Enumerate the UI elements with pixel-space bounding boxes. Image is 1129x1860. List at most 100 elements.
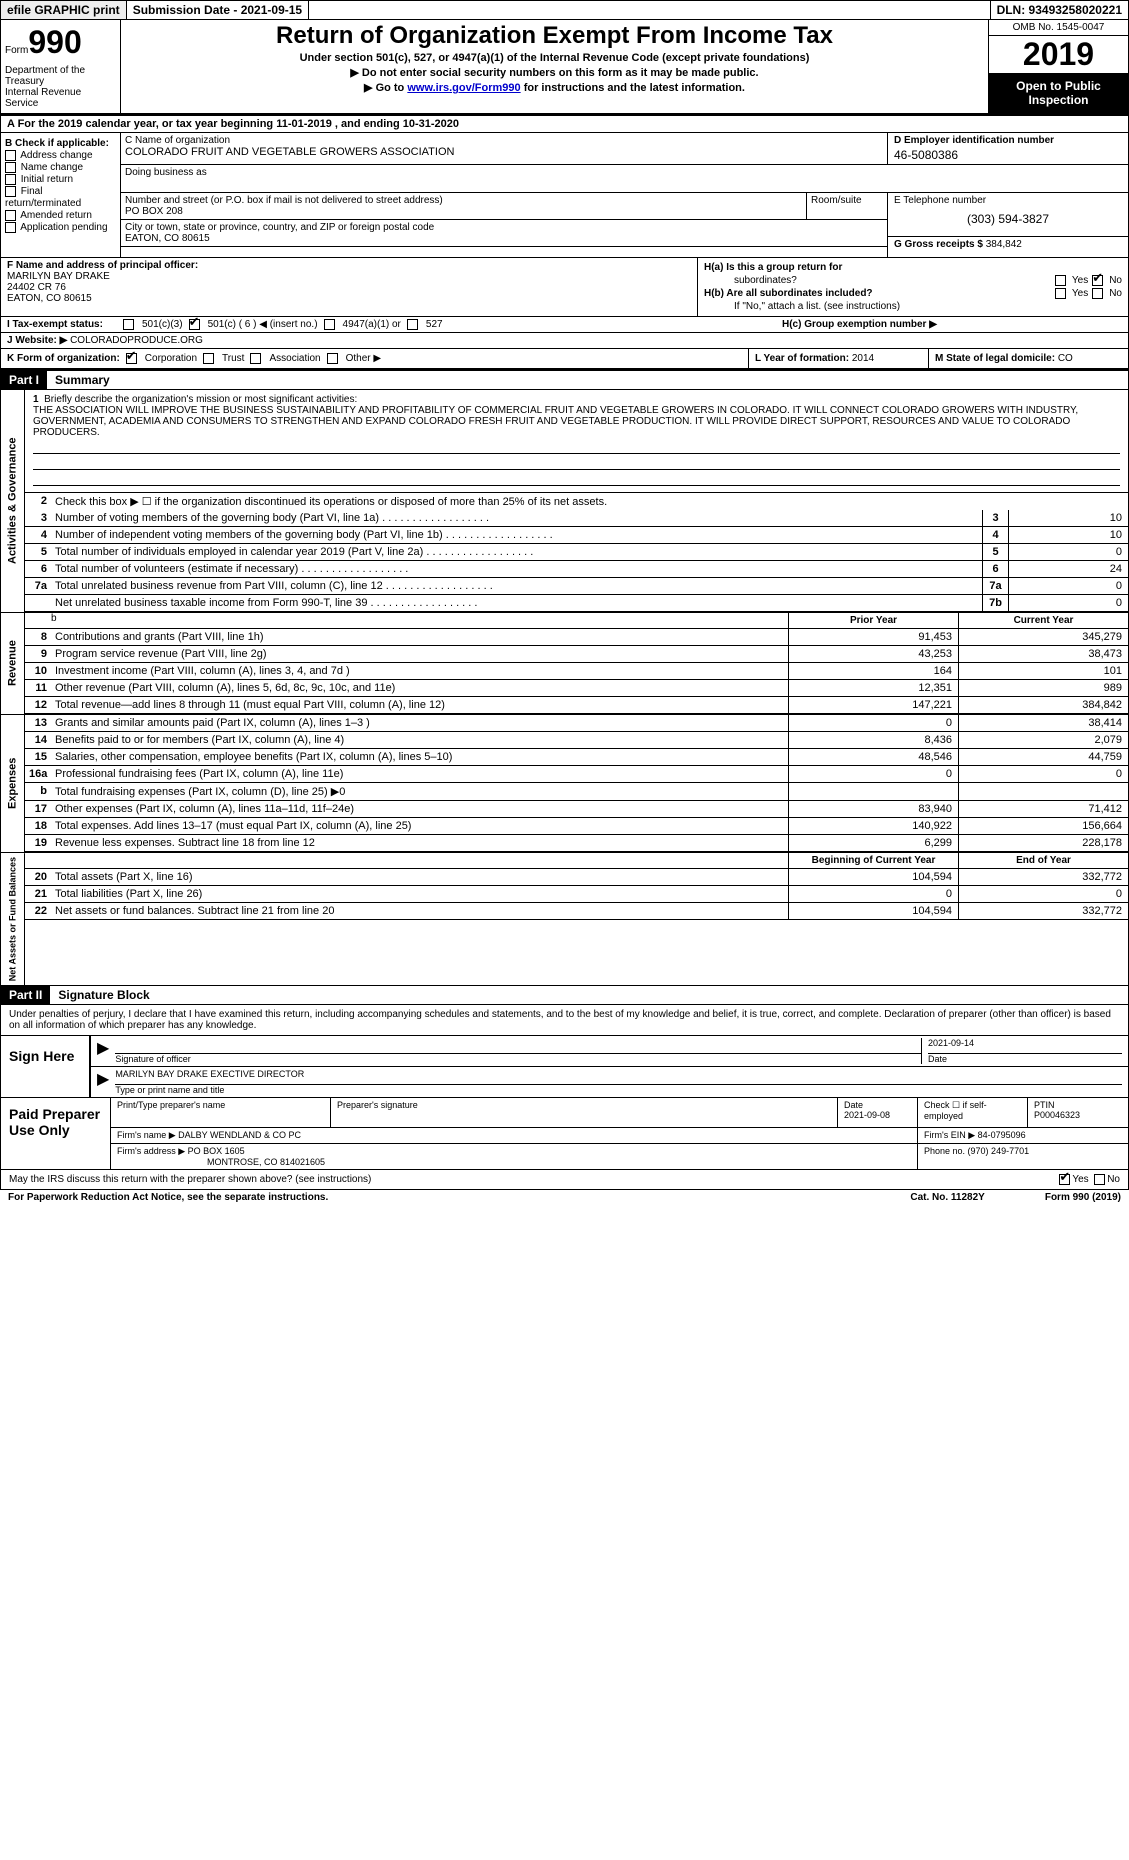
summary-line: 5Total number of individuals employed in… [25, 544, 1128, 561]
f-h-row: F Name and address of principal officer:… [0, 258, 1129, 317]
cb-address-change[interactable] [5, 150, 16, 161]
vtab-activities: Activities & Governance [1, 390, 25, 612]
website-row: J Website: ▶ COLORADOPRODUCE.ORG [0, 333, 1129, 349]
tax-exempt-row: I Tax-exempt status: 501(c)(3) 501(c) ( … [0, 317, 1129, 333]
principal-officer-box: F Name and address of principal officer:… [1, 258, 698, 316]
org-name-box: C Name of organization COLORADO FRUIT AN… [121, 133, 888, 164]
suite-box: Room/suite [807, 193, 887, 219]
form-footer: Form 990 (2019) [1045, 1192, 1121, 1203]
col-c-org-info: C Name of organization COLORADO FRUIT AN… [121, 133, 1128, 257]
cb-corp[interactable] [126, 353, 137, 364]
line-2: 2 Check this box ▶ ☐ if the organization… [25, 493, 1128, 510]
dept-treasury: Department of the Treasury Internal Reve… [5, 65, 116, 109]
table-row: 13Grants and similar amounts paid (Part … [25, 715, 1128, 732]
dln: DLN: 93493258020221 [990, 1, 1128, 19]
cb-hb-yes[interactable] [1055, 288, 1066, 299]
revenue-section: Revenue b Prior Year Current Year 8Contr… [0, 613, 1129, 715]
cb-other[interactable] [327, 353, 338, 364]
summary-line: Net unrelated business taxable income fr… [25, 595, 1128, 612]
summary-line: 7aTotal unrelated business revenue from … [25, 578, 1128, 595]
header-right: OMB No. 1545-0047 2019 Open to Public In… [988, 20, 1128, 113]
sign-here-label: Sign Here [1, 1036, 91, 1097]
irs-link[interactable]: www.irs.gov/Form990 [407, 82, 520, 94]
mission-text: THE ASSOCIATION WILL IMPROVE THE BUSINES… [33, 405, 1120, 438]
table-row: 8Contributions and grants (Part VIII, li… [25, 629, 1128, 646]
dba-box: Doing business as [121, 165, 1128, 193]
state-domicile: M State of legal domicile: CO [928, 349, 1128, 368]
table-row: 9Program service revenue (Part VIII, lin… [25, 646, 1128, 663]
telephone-box: E Telephone number (303) 594-3827 [888, 193, 1128, 237]
prep-date: 2021-09-08 [844, 1110, 890, 1120]
sign-date: 2021-09-14 [928, 1038, 1122, 1054]
bottom-row: For Paperwork Reduction Act Notice, see … [0, 1190, 1129, 1205]
ein-box: D Employer identification number 46-5080… [888, 133, 1128, 164]
table-row: 18Total expenses. Add lines 13–17 (must … [25, 818, 1128, 835]
firm-phone: (970) 249-7701 [968, 1146, 1030, 1156]
table-row: 21Total liabilities (Part X, line 26) 00 [25, 886, 1128, 903]
expenses-section: Expenses 13Grants and similar amounts pa… [0, 715, 1129, 853]
cb-application-pending[interactable] [5, 222, 16, 233]
efile-label: efile GRAPHIC print [1, 1, 127, 19]
ein-value: 46-5080386 [894, 148, 1122, 162]
part2-title: Signature Block [50, 986, 157, 1004]
subtitle-3: ▶ Go to www.irs.gov/Form990 for instruct… [127, 81, 982, 94]
revenue-headers: b Prior Year Current Year [25, 613, 1128, 629]
cb-amended[interactable] [5, 210, 16, 221]
h-box: H(a) Is this a group return for subordin… [698, 258, 1128, 316]
table-row: 14Benefits paid to or for members (Part … [25, 732, 1128, 749]
website-value: COLORADOPRODUCE.ORG [70, 335, 203, 346]
vtab-netassets: Net Assets or Fund Balances [1, 853, 25, 985]
submission-date: Submission Date - 2021-09-15 [127, 1, 309, 19]
part2-badge: Part II [1, 986, 50, 1004]
subtitle-1: Under section 501(c), 527, or 4947(a)(1)… [127, 52, 982, 64]
open-inspection: Open to Public Inspection [989, 73, 1128, 113]
cat-no: Cat. No. 11282Y [910, 1192, 984, 1203]
cb-501c[interactable] [189, 319, 200, 330]
street-value: PO BOX 208 [125, 206, 802, 217]
table-row: 17Other expenses (Part IX, column (A), l… [25, 801, 1128, 818]
table-row: 12Total revenue—add lines 8 through 11 (… [25, 697, 1128, 714]
ptin-value: P00046323 [1034, 1110, 1080, 1120]
telephone-value: (303) 594-3827 [894, 212, 1122, 226]
city-box: City or town, state or province, country… [121, 220, 887, 247]
table-row: 22Net assets or fund balances. Subtract … [25, 903, 1128, 920]
main-info-block: B Check if applicable: Address change Na… [0, 133, 1129, 258]
vtab-revenue: Revenue [1, 613, 25, 714]
firm-addr: PO BOX 1605 [188, 1146, 245, 1156]
cb-hb-no[interactable] [1092, 288, 1103, 299]
summary-line: 3Number of voting members of the governi… [25, 510, 1128, 527]
col-b-checkboxes: B Check if applicable: Address change Na… [1, 133, 121, 257]
vtab-expenses: Expenses [1, 715, 25, 852]
header-center: Return of Organization Exempt From Incom… [121, 20, 988, 113]
cb-final-return[interactable] [5, 186, 16, 197]
year-formation: L Year of formation: 2014 [748, 349, 928, 368]
cb-501c3[interactable] [123, 319, 134, 330]
cb-name-change[interactable] [5, 162, 16, 173]
form-header: Form990 Department of the Treasury Inter… [0, 20, 1129, 116]
cb-initial-return[interactable] [5, 174, 16, 185]
cb-discuss-yes[interactable] [1059, 1174, 1070, 1185]
cb-527[interactable] [407, 319, 418, 330]
gross-receipts-value: 384,842 [986, 239, 1022, 250]
signature-block: Under penalties of perjury, I declare th… [0, 1005, 1129, 1098]
table-row: 10Investment income (Part VIII, column (… [25, 663, 1128, 680]
gross-receipts-box: G Gross receipts $ 384,842 [888, 237, 1128, 257]
form-990-page: efile GRAPHIC print Submission Date - 20… [0, 0, 1129, 1205]
cb-assoc[interactable] [250, 353, 261, 364]
cb-ha-no[interactable] [1092, 275, 1103, 286]
cb-trust[interactable] [203, 353, 214, 364]
tax-year: 2019 [989, 36, 1128, 73]
form-title: Return of Organization Exempt From Incom… [127, 22, 982, 50]
cb-4947[interactable] [324, 319, 335, 330]
part1-badge: Part I [1, 371, 47, 389]
table-row: bTotal fundraising expenses (Part IX, co… [25, 783, 1128, 801]
cb-discuss-no[interactable] [1094, 1174, 1105, 1185]
table-row: 19Revenue less expenses. Subtract line 1… [25, 835, 1128, 852]
cb-ha-yes[interactable] [1055, 275, 1066, 286]
form-number: 990 [28, 24, 81, 60]
form-label: Form [5, 45, 28, 56]
activities-governance-section: Activities & Governance 1 Briefly descri… [0, 390, 1129, 613]
table-row: 15Salaries, other compensation, employee… [25, 749, 1128, 766]
netassets-headers: Beginning of Current Year End of Year [25, 853, 1128, 869]
org-name: COLORADO FRUIT AND VEGETABLE GROWERS ASS… [125, 146, 883, 158]
